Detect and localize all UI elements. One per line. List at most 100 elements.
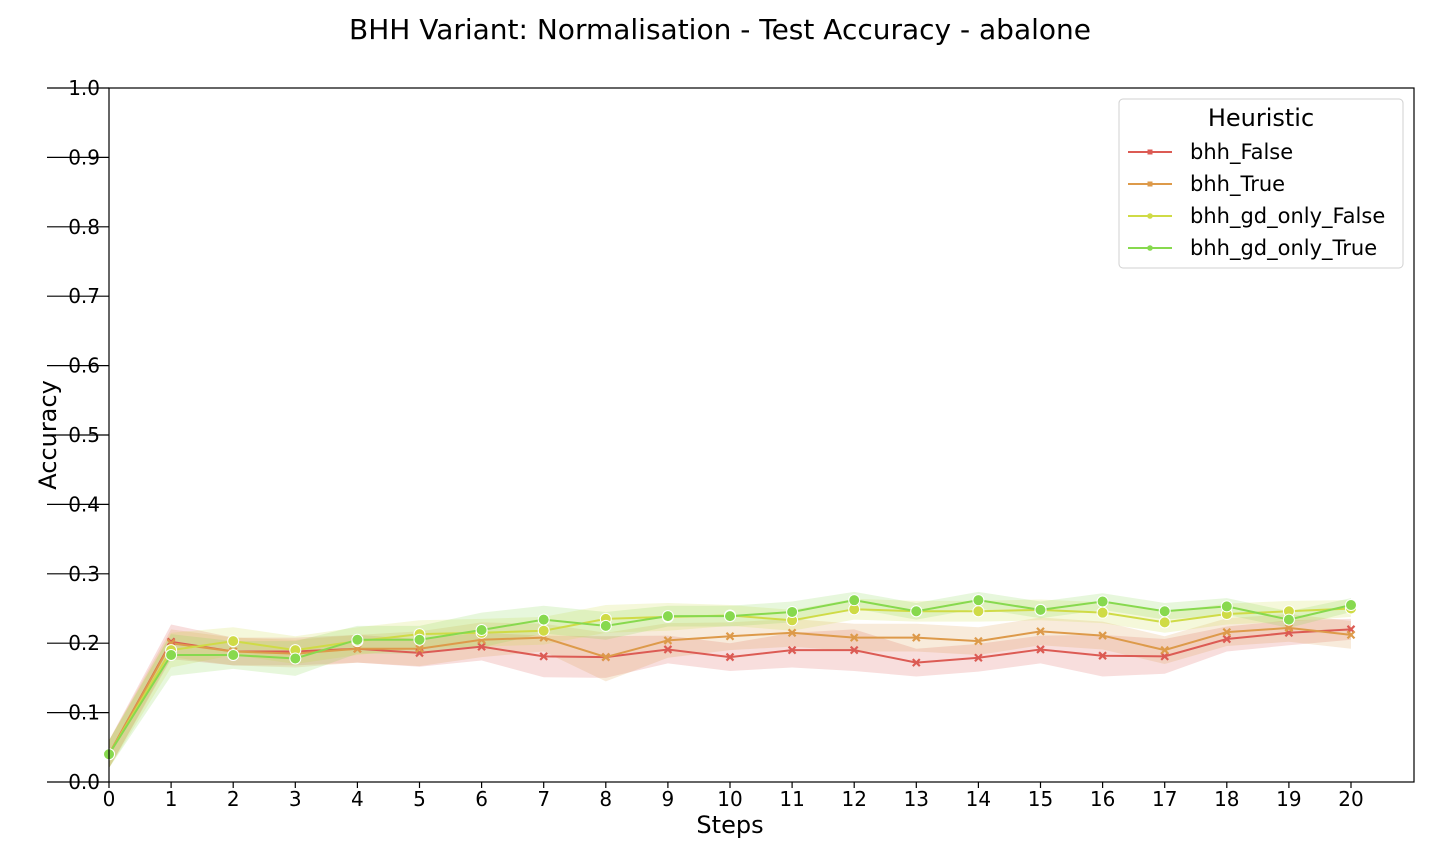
chart-title: BHH Variant: Normalisation - Test Accura… [349, 13, 1091, 46]
point-bhh_gd_only_True [289, 652, 302, 665]
x-tick-label: 4 [351, 787, 364, 811]
y-tick-label: 0.2 [68, 631, 100, 655]
x-tick-label: 3 [289, 787, 302, 811]
x-tick-label: 6 [475, 787, 488, 811]
point-bhh_True [1284, 623, 1294, 633]
point-bhh_gd_only_True [227, 648, 240, 661]
point-bhh_gd_only_False [227, 635, 240, 648]
legend-label: bhh_gd_only_False [1190, 204, 1385, 229]
point-bhh_False [725, 652, 735, 662]
point-bhh_gd_only_True [724, 610, 736, 623]
point-bhh_False [1160, 652, 1169, 661]
point-bhh_gd_only_False [1096, 606, 1109, 619]
x-tick-label: 9 [662, 787, 675, 811]
point-bhh_False [1222, 634, 1232, 644]
point-bhh_gd_only_True [910, 605, 923, 618]
point-bhh_gd_only_True [351, 633, 364, 646]
point-bhh_False [663, 645, 673, 654]
x-axis: 0 1 2 3 4 5 6 7 8 9 10 11 12 13 14 15 16 17 18 19 20 [103, 782, 1364, 811]
series-markers [103, 594, 1357, 761]
x-tick-label: 5 [413, 787, 426, 811]
point-bhh_True [974, 636, 983, 646]
x-tick-label: 19 [1276, 787, 1301, 811]
y-tick-label: 0.3 [68, 562, 100, 586]
x-tick-label: 17 [1152, 787, 1177, 811]
x-axis-label: Steps [696, 811, 763, 839]
legend-label: bhh_gd_only_True [1190, 236, 1377, 261]
y-tick-label: 0.8 [68, 215, 100, 239]
point-bhh_gd_only_False [1158, 616, 1171, 629]
point-bhh_True [1036, 627, 1045, 636]
y-tick-label: 0.9 [68, 145, 100, 169]
point-bhh_True [1346, 630, 1356, 640]
point-bhh_gd_only_True [1034, 603, 1047, 616]
y-tick-label: 1.0 [68, 76, 100, 100]
legend-items: bhh_False bhh_True bhh_gd_only_False bhh_gd… [1128, 140, 1385, 261]
point-bhh_True [1222, 627, 1232, 637]
point-bhh_False [787, 645, 797, 655]
point-bhh_gd_only_True [972, 594, 985, 607]
point-bhh_gd_only_False [537, 624, 550, 637]
legend-item-bhh_False: bhh_False [1128, 140, 1293, 165]
x-tick-label: 2 [227, 787, 240, 811]
legend-item-bhh_True: bhh_True [1128, 172, 1285, 197]
legend-box [1118, 98, 1404, 269]
point-bhh_True [1160, 645, 1169, 655]
point-bhh_False [974, 653, 983, 663]
x-tick-label: 16 [1090, 787, 1115, 811]
y-tick-label: 0.6 [68, 354, 100, 378]
y-axis-label: Accuracy [34, 380, 62, 490]
x-tick-label: 15 [1028, 787, 1053, 811]
x-tick-label: 14 [966, 787, 991, 811]
point-bhh_gd_only_True [599, 619, 612, 632]
x-tick-label: 7 [537, 787, 550, 811]
point-bhh_False [1098, 651, 1107, 660]
y-tick-label: 0.7 [68, 284, 100, 308]
y-tick-label: 0.5 [68, 423, 100, 447]
point-bhh_gd_only_True [1158, 605, 1171, 618]
x-tick-label: 11 [779, 787, 804, 811]
point-bhh_gd_only_False [972, 605, 985, 618]
point-bhh_True [912, 633, 921, 642]
x-tick-label: 18 [1214, 787, 1239, 811]
point-bhh_True [725, 631, 735, 641]
point-bhh_False [477, 642, 486, 651]
x-tick-label: 1 [165, 787, 178, 811]
legend-item-bhh_gd_only_False: bhh_gd_only_False [1128, 204, 1385, 229]
x-tick-label: 10 [717, 787, 742, 811]
point-bhh_False [1036, 645, 1045, 654]
point-bhh_gd_only_True [1096, 595, 1109, 608]
x-tick-label: 20 [1338, 787, 1363, 811]
point-bhh_gd_only_True [1345, 599, 1357, 612]
point-bhh_gd_only_True [786, 605, 799, 618]
point-bhh_False [849, 645, 859, 655]
plot-frame [108, 87, 1415, 783]
point-bhh_gd_only_True [165, 648, 178, 661]
x-tick-label: 12 [841, 787, 866, 811]
point-bhh_gd_only_True [413, 633, 426, 646]
point-bhh_True [601, 652, 611, 662]
y-tick-label: 0.0 [68, 770, 100, 794]
y-tick-label: 0.4 [68, 492, 100, 516]
point-bhh_gd_only_True [661, 610, 674, 623]
point-bhh_True [663, 636, 673, 645]
x-tick-label: 0 [103, 787, 116, 811]
legend-item-bhh_gd_only_True: bhh_gd_only_True [1128, 236, 1377, 261]
legend: Heuristic bhh_False bhh_True bhh_gd_only_F… [1118, 98, 1404, 269]
point-bhh_True [787, 628, 797, 638]
legend-title: Heuristic [1208, 104, 1314, 132]
point-bhh_False [912, 658, 921, 667]
point-bhh_gd_only_True [475, 624, 488, 637]
point-bhh_True [849, 633, 859, 642]
legend-label: bhh_False [1190, 140, 1293, 165]
y-axis: 0.0 0.1 0.2 0.3 0.4 0.5 0.6 0.7 0.8 0.9 1.0 [47, 76, 109, 794]
point-bhh_True [415, 644, 424, 654]
band-bhh_False [109, 618, 1351, 769]
x-tick-label: 13 [904, 787, 929, 811]
point-bhh_gd_only_True [848, 594, 861, 607]
point-bhh_False [539, 652, 548, 661]
point-bhh_gd_only_True [537, 613, 550, 626]
y-tick-label: 0.1 [68, 701, 100, 725]
point-bhh_gd_only_True [1220, 600, 1233, 613]
